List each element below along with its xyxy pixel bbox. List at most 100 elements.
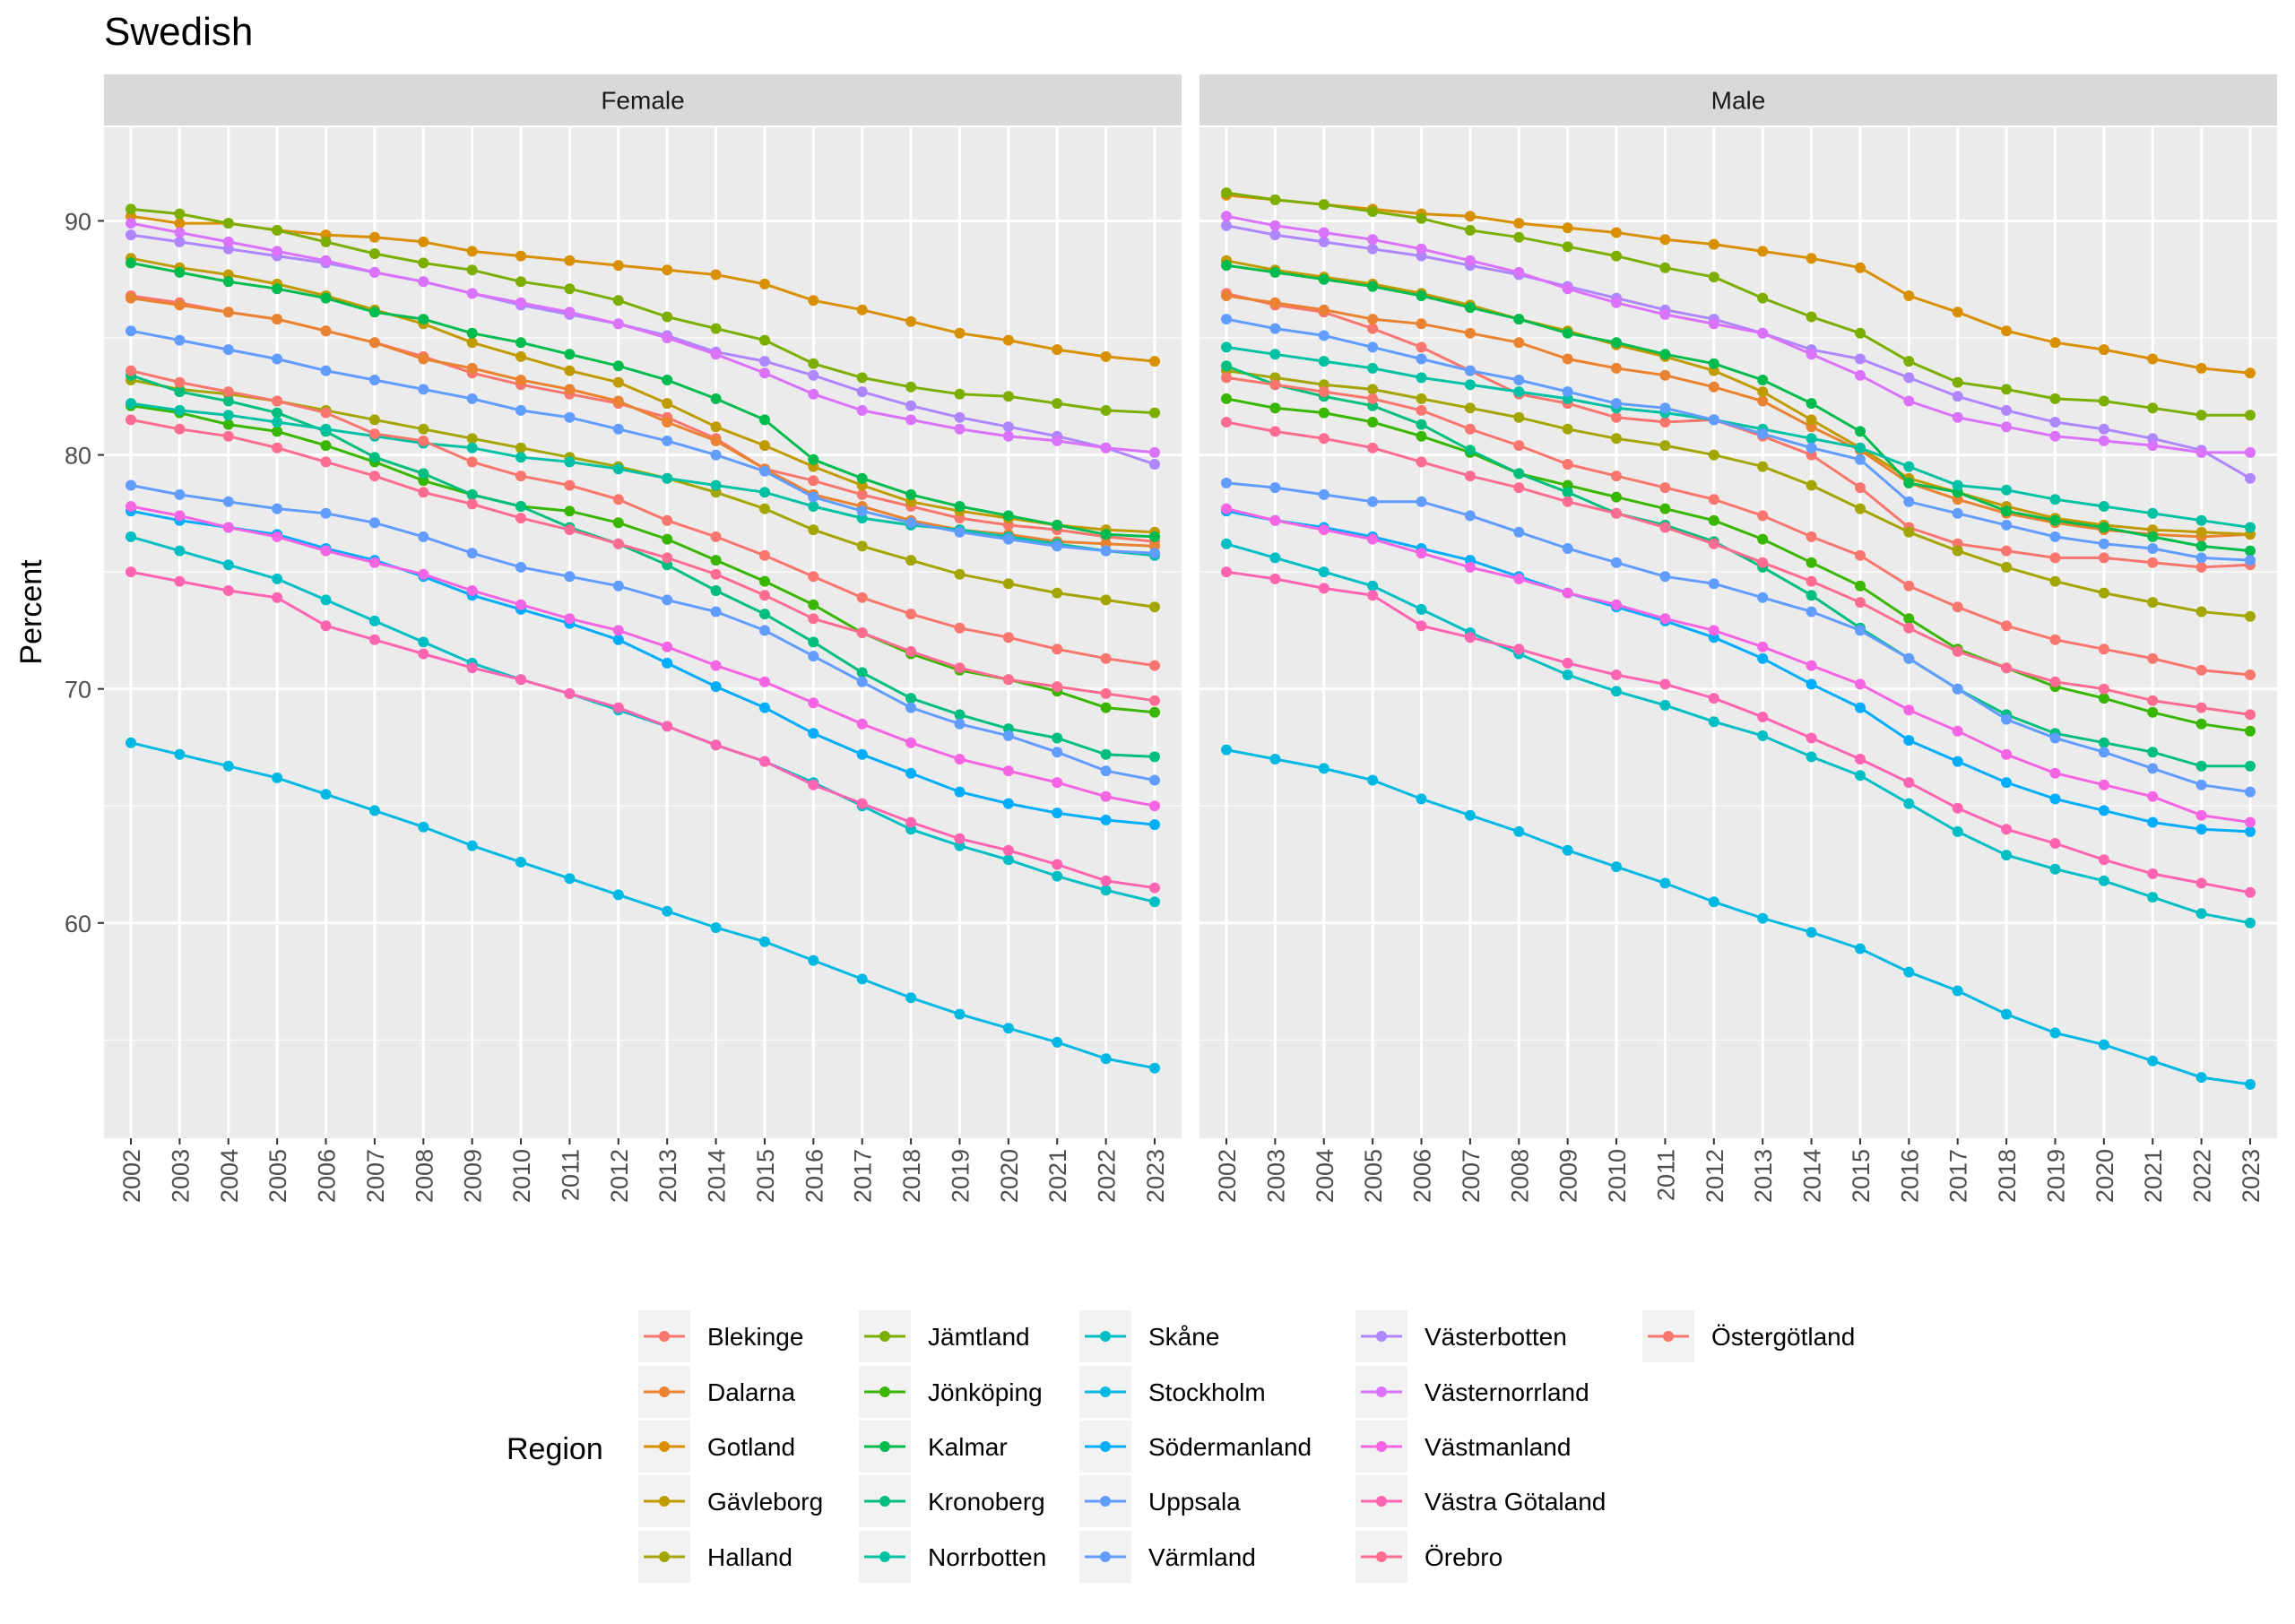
- data-point-kalmar: [1318, 273, 1329, 285]
- data-point-dalarna: [1659, 369, 1671, 381]
- series-line-orebro: [130, 418, 1156, 703]
- data-point-vasternorrland: [1708, 318, 1719, 330]
- data-point-vastra-gotaland: [905, 816, 917, 828]
- data-point-vastmanland: [1149, 800, 1160, 812]
- data-point-stockholm: [564, 873, 576, 885]
- data-point-vasternorrland: [1221, 211, 1232, 222]
- x-tick-label: 2010: [508, 1149, 535, 1203]
- data-point-kalmar: [905, 488, 917, 500]
- x-tick-label: 2023: [1142, 1149, 1169, 1203]
- data-point-varmland: [2147, 543, 2159, 554]
- data-point-gotland: [1659, 234, 1671, 246]
- data-point-skane: [1416, 603, 1427, 615]
- data-point-varmland: [1611, 398, 1622, 410]
- y-tick-label: 90: [65, 208, 91, 235]
- data-point-skane: [1052, 870, 1063, 882]
- data-point-sodermanland: [2098, 805, 2109, 816]
- data-point-uppsala: [1002, 730, 1014, 741]
- x-tick-label: 2022: [2189, 1149, 2216, 1203]
- data-point-kronoberg: [222, 395, 234, 407]
- data-point-jamtland: [1464, 224, 1476, 236]
- data-point-gotland: [1052, 344, 1063, 356]
- data-point-jamtland: [174, 208, 186, 220]
- y-axis-label: Percent: [14, 559, 48, 665]
- data-point-vastmanland: [759, 676, 770, 687]
- data-point-uppsala: [2049, 732, 2061, 744]
- x-tick-label: 2022: [1094, 1149, 1121, 1203]
- data-point-jamtland: [1757, 292, 1769, 304]
- data-point-ostergotland: [1002, 632, 1014, 644]
- data-point-vasternorrland: [368, 266, 380, 278]
- x-tick-label: 2019: [947, 1149, 974, 1203]
- data-point-stockholm: [1052, 1036, 1063, 1048]
- series-line-norrbotten: [1225, 345, 2251, 529]
- data-point-vastmanland: [1100, 790, 1112, 802]
- data-point-jamtland: [272, 224, 283, 236]
- data-point-skane: [2049, 863, 2061, 875]
- data-point-vastmanland: [1903, 704, 1915, 716]
- data-point-vastmanland: [710, 660, 722, 671]
- data-point-jonkoping: [1708, 514, 1719, 526]
- series-line-vasternorrland: [1225, 214, 2250, 454]
- series-ostergotland-male: [1221, 372, 2256, 680]
- data-point-varmland: [1806, 442, 1817, 454]
- series-line-jamtland: [1225, 191, 2250, 417]
- data-point-stockholm: [856, 973, 868, 985]
- data-point-uppsala: [1221, 477, 1232, 488]
- data-point-jonkoping: [2195, 718, 2207, 730]
- data-point-varmland: [320, 365, 332, 376]
- data-point-jamtland: [759, 334, 770, 346]
- data-point-vastra-gotaland: [418, 648, 429, 660]
- legend: Region Blekinge Dalarna Gotland Gävleborg Ha…: [507, 1310, 1855, 1583]
- data-point-norrbotten: [564, 456, 576, 468]
- data-point-jamtland: [466, 264, 478, 276]
- data-point-kalmar: [1513, 314, 1525, 325]
- data-point-stockholm: [1513, 825, 1525, 837]
- data-point-jonkoping: [612, 517, 624, 529]
- series-line-uppsala: [130, 484, 1156, 782]
- data-point-vastmanland: [564, 613, 576, 625]
- data-point-kronoberg: [2147, 747, 2159, 758]
- series-line-vastmanland: [130, 505, 1156, 808]
- data-point-norrbotten: [1318, 356, 1329, 367]
- data-point-vasterbotten: [2245, 472, 2256, 484]
- data-point-jamtland: [1221, 187, 1232, 199]
- legend-key-point-jamtland: [879, 1331, 890, 1342]
- legend-label-orebro: Örebro: [1425, 1543, 1503, 1571]
- data-point-norrbotten: [808, 501, 819, 512]
- data-point-vasternorrland: [2001, 421, 2013, 433]
- data-point-kalmar: [1659, 349, 1671, 360]
- series-skane-male: [1221, 538, 2256, 929]
- data-point-jamtland: [1052, 398, 1063, 410]
- series-line-ostergotland: [1225, 376, 2251, 677]
- data-point-ostergotland: [564, 479, 576, 491]
- data-point-jonkoping: [662, 533, 673, 545]
- data-point-kronoberg: [418, 468, 429, 479]
- data-point-orebro: [564, 524, 576, 536]
- data-point-stockholm: [174, 748, 186, 760]
- data-point-stockholm: [759, 936, 770, 947]
- data-point-vasternorrland: [1416, 243, 1427, 255]
- data-point-dalarna: [466, 362, 478, 374]
- data-point-gotland: [174, 218, 186, 229]
- data-point-kalmar: [808, 454, 819, 465]
- data-point-orebro: [418, 487, 429, 498]
- data-point-skane: [272, 573, 283, 584]
- data-point-vasternorrland: [2098, 435, 2109, 446]
- series-orebro-female: [126, 414, 1160, 706]
- data-point-kronoberg: [515, 501, 526, 512]
- data-point-uppsala: [1513, 526, 1525, 538]
- data-point-skane: [2147, 892, 2159, 903]
- data-point-ostergotland: [905, 609, 917, 620]
- data-point-blekinge: [808, 475, 819, 487]
- data-point-blekinge: [1855, 482, 1866, 494]
- data-point-sodermanland: [2245, 825, 2256, 837]
- data-point-stockholm: [1708, 896, 1719, 908]
- data-point-vasternorrland: [222, 236, 234, 247]
- data-point-gotland: [856, 304, 868, 315]
- data-point-jamtland: [1513, 231, 1525, 243]
- data-point-varmland: [2245, 555, 2256, 566]
- data-point-gavleborg: [564, 365, 576, 376]
- data-point-vastmanland: [2049, 767, 2061, 779]
- data-point-halland: [2195, 606, 2207, 618]
